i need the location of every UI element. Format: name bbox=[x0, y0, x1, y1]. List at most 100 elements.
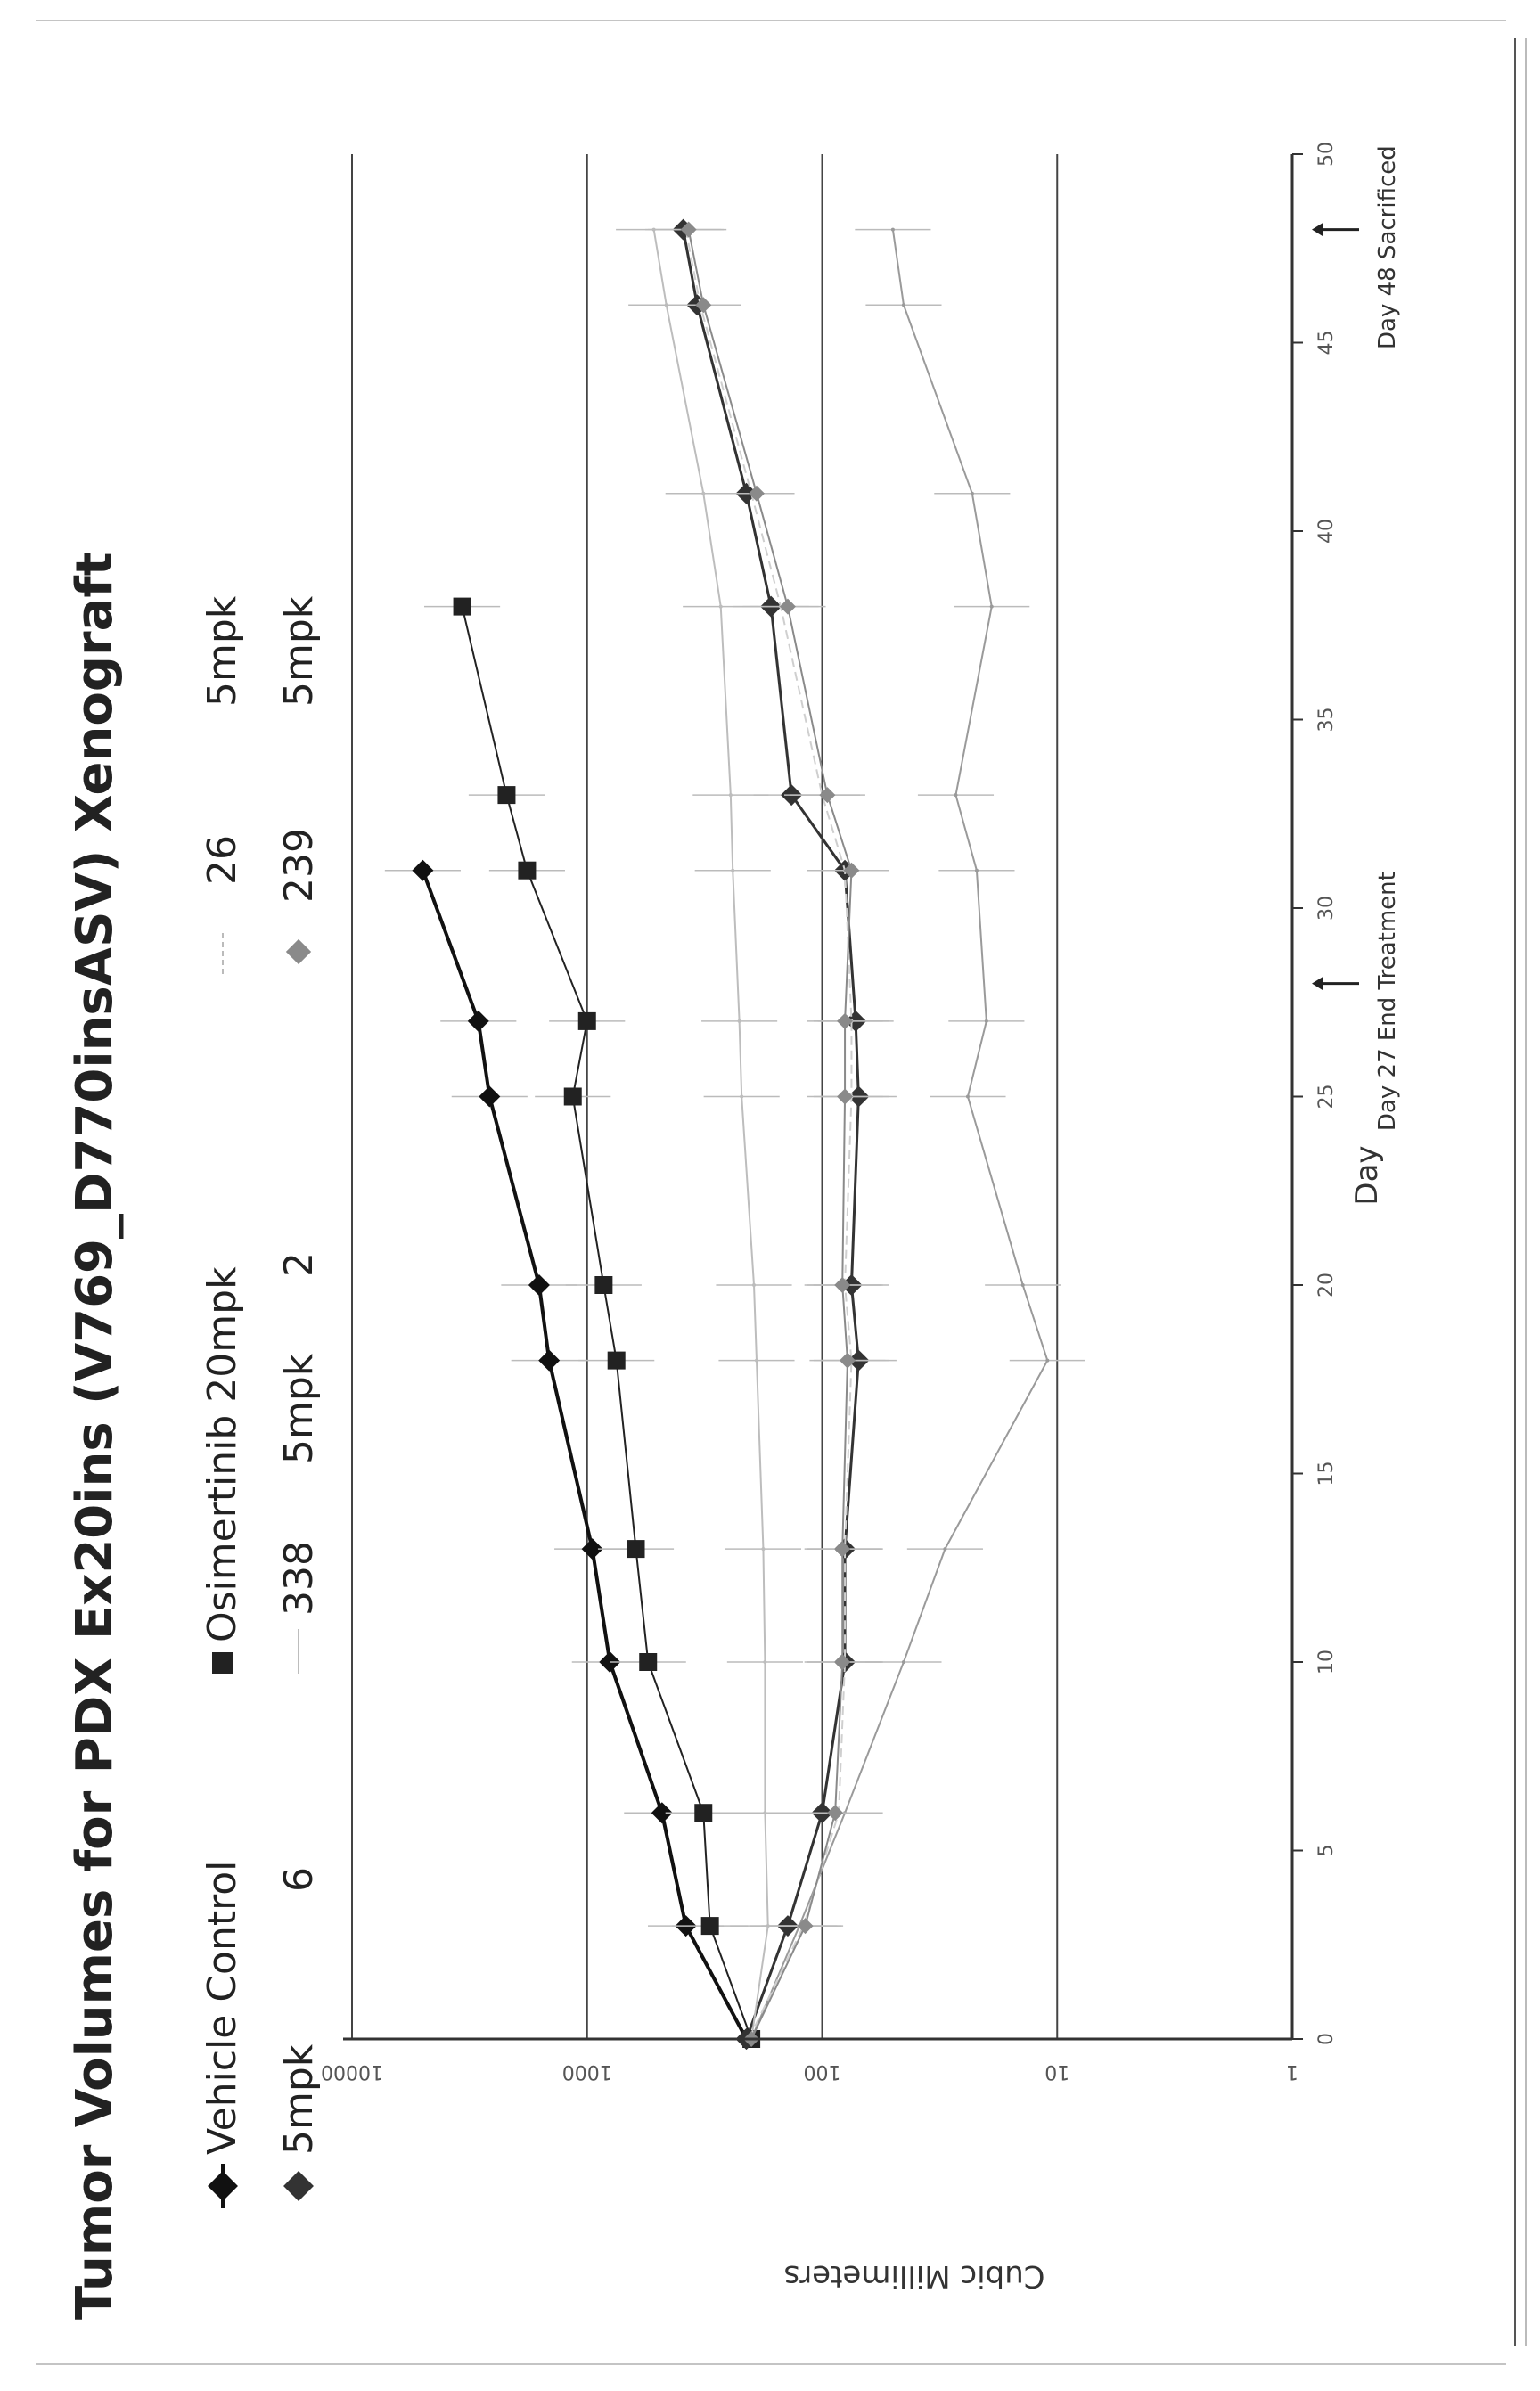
series-4-point-13 bbox=[901, 303, 905, 307]
series-6-point-14 bbox=[680, 221, 697, 238]
series-line-1 bbox=[461, 606, 753, 2040]
series-6-point-9 bbox=[843, 862, 860, 879]
legend-label-6: 6 bbox=[276, 1867, 322, 1892]
x-tick-label-9: 45 bbox=[1315, 331, 1338, 356]
y-tick-label-3: 1000 bbox=[562, 2060, 612, 2083]
series-1 bbox=[424, 597, 790, 2048]
x-axis-label: Day bbox=[1349, 1145, 1385, 1205]
series-3-point-12 bbox=[701, 491, 706, 495]
series-0-point-5 bbox=[538, 1349, 561, 1372]
legend-label-26-dose: 5mpk bbox=[200, 595, 245, 707]
legend-label-338: 338 bbox=[276, 1541, 322, 1616]
x-tick-label-8: 40 bbox=[1315, 519, 1338, 544]
chart-title: Tumor Volumes for PDX Ex20ins (V769_D770… bbox=[66, 553, 124, 2321]
series-1-point-1 bbox=[700, 1917, 719, 1936]
y-tick-label-0: 1 bbox=[1286, 2060, 1298, 2083]
series-0-point-7 bbox=[479, 1085, 501, 1108]
series-0-point-4 bbox=[581, 1538, 603, 1560]
series-4-point-5 bbox=[1045, 1358, 1050, 1363]
series-line-2 bbox=[682, 229, 860, 2040]
y-axis-label: Cubic Millimeters bbox=[784, 2258, 1045, 2294]
annotation-arrow-1 bbox=[1312, 222, 1323, 237]
series-0-point-3 bbox=[599, 1651, 621, 1673]
legend-label-2: 2 bbox=[276, 1252, 322, 1277]
x-tick-label-5: 25 bbox=[1315, 1085, 1338, 1110]
series-5 bbox=[648, 227, 890, 2041]
x-tick-label-4: 20 bbox=[1315, 1273, 1338, 1298]
series-6-point-1 bbox=[797, 1918, 814, 1935]
series-6-point-3 bbox=[834, 1654, 851, 1670]
series-6-point-4 bbox=[834, 1541, 851, 1558]
series-6-point-5 bbox=[839, 1352, 856, 1369]
series-4 bbox=[713, 227, 1085, 2041]
series-line-4 bbox=[750, 229, 1049, 2040]
series-line-5 bbox=[684, 229, 853, 2040]
series-4-point-6 bbox=[1020, 1283, 1025, 1287]
series-6-point-2 bbox=[827, 1805, 844, 1822]
legend-swatch-6 bbox=[283, 2171, 314, 2201]
series-1-point-4 bbox=[627, 1540, 645, 1559]
series-3-point-9 bbox=[731, 868, 735, 872]
series-line-6 bbox=[687, 229, 853, 2040]
series-layer bbox=[384, 218, 1085, 2050]
series-1-point-2 bbox=[694, 1804, 713, 1822]
x-tick-label-6: 30 bbox=[1315, 896, 1338, 921]
series-1-point-6 bbox=[594, 1276, 613, 1294]
series-1-point-3 bbox=[639, 1653, 658, 1671]
series-1-point-10 bbox=[497, 786, 516, 805]
series-6-point-10 bbox=[819, 787, 836, 804]
series-1-point-11 bbox=[453, 597, 471, 616]
series-3-point-11 bbox=[718, 604, 723, 609]
series-6-point-13 bbox=[695, 297, 712, 314]
series-4-point-10 bbox=[954, 793, 958, 798]
legend-label-338-dose: 5mpk bbox=[276, 1353, 322, 1464]
series-6-point-7 bbox=[837, 1088, 854, 1105]
series-3-point-5 bbox=[754, 1358, 758, 1363]
legend-label-239-dose: 5mpk bbox=[276, 595, 322, 707]
series-3-point-7 bbox=[740, 1094, 744, 1099]
series-3-point-10 bbox=[728, 793, 733, 798]
annotation-label-1: Day 48 Sacrificed bbox=[1374, 145, 1401, 349]
series-6-point-8 bbox=[837, 1012, 854, 1029]
series-4-point-9 bbox=[974, 868, 979, 872]
series-1-point-5 bbox=[607, 1351, 626, 1370]
series-1-point-9 bbox=[518, 861, 537, 880]
series-6-point-12 bbox=[748, 485, 765, 502]
y-tick-label-4: 10000 bbox=[321, 2060, 383, 2083]
x-tick-label-0: 0 bbox=[1315, 2033, 1338, 2045]
series-4-point-11 bbox=[989, 604, 994, 609]
annotation-arrow-0 bbox=[1312, 976, 1323, 991]
x-tick-label-2: 10 bbox=[1315, 1650, 1338, 1675]
series-4-point-14 bbox=[890, 227, 895, 232]
series-1-point-7 bbox=[563, 1087, 582, 1106]
x-tick-label-7: 35 bbox=[1315, 708, 1338, 733]
series-0-point-8 bbox=[467, 1010, 489, 1032]
series-line-0 bbox=[421, 870, 749, 2040]
series-6 bbox=[651, 221, 890, 2047]
series-1-point-8 bbox=[578, 1011, 596, 1030]
axes: 1 10 100 1000 10000 0 5 10 15 20 25 30 35 40 45 50 Day 2… bbox=[321, 142, 1401, 2083]
annotation-label-0: Day 27 End Treatment bbox=[1374, 872, 1401, 1131]
legend-swatch-osimertinib bbox=[212, 1652, 233, 1674]
x-tick-label-3: 15 bbox=[1315, 1462, 1338, 1486]
series-0-point-9 bbox=[412, 859, 434, 881]
series-4-point-12 bbox=[970, 491, 974, 495]
series-6-point-6 bbox=[834, 1277, 851, 1293]
y-tick-label-2: 100 bbox=[804, 2060, 841, 2083]
series-0-point-6 bbox=[528, 1274, 550, 1296]
series-3-point-6 bbox=[752, 1283, 757, 1287]
series-4-point-3 bbox=[901, 1660, 905, 1664]
legend-swatch-vehicle bbox=[208, 2171, 238, 2201]
series-6-point-11 bbox=[779, 598, 796, 615]
x-tick-label-1: 5 bbox=[1315, 1845, 1338, 1857]
series-4-point-8 bbox=[984, 1019, 988, 1023]
series-3-point-2 bbox=[763, 1811, 767, 1815]
series-4-point-4 bbox=[943, 1547, 947, 1552]
legend-swatch-239 bbox=[285, 938, 312, 965]
series-3-point-4 bbox=[761, 1547, 766, 1552]
legend-label-239: 239 bbox=[276, 828, 322, 903]
legend: Vehicle Control Osimertinib 20mpk 26 5mp… bbox=[200, 595, 322, 2208]
series-3-point-8 bbox=[737, 1019, 741, 1023]
